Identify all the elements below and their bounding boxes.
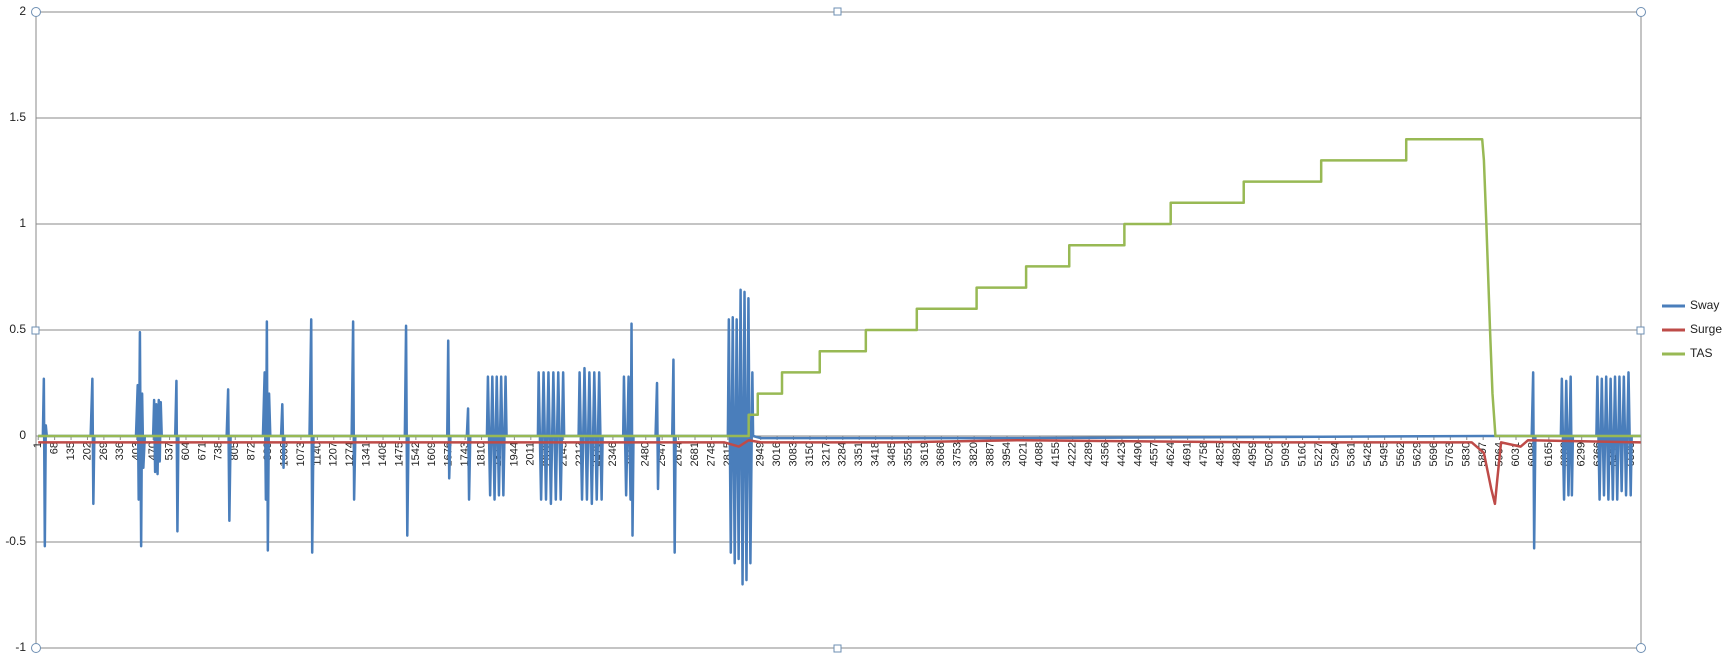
x-tick-label: 5294 [1329, 442, 1341, 466]
x-tick-label: 3083 [787, 442, 799, 466]
x-tick-label: 5629 [1411, 442, 1423, 466]
x-tick-label: 5830 [1461, 442, 1473, 466]
x-tick-label: 4222 [1067, 442, 1079, 466]
x-tick-label: 3820 [968, 442, 980, 466]
x-tick-label: 4289 [1083, 442, 1095, 466]
x-tick-label: 3284 [837, 442, 849, 466]
x-tick-label: 3351 [853, 442, 865, 466]
x-tick-label: 5495 [1379, 442, 1391, 466]
handle [1636, 643, 1646, 653]
series-line [38, 137, 1641, 438]
x-tick-label: 2748 [705, 442, 717, 466]
x-tick-label: 3954 [1001, 442, 1013, 466]
x-tick-label: 1944 [508, 442, 520, 466]
x-tick-label: 269 [98, 442, 110, 460]
x-tick-label: 6299 [1576, 442, 1588, 466]
x-tick-label: 738 [213, 442, 225, 460]
x-tick-label: 5562 [1395, 442, 1407, 466]
x-tick-label: 1542 [410, 442, 422, 466]
x-tick-label: 2480 [640, 442, 652, 466]
legend-label: TAS [1690, 346, 1712, 360]
x-tick-label: 3418 [870, 442, 882, 466]
x-tick-label: 5026 [1264, 442, 1276, 466]
x-tick-label: 3619 [919, 442, 931, 466]
x-tick-label: 1073 [295, 442, 307, 466]
legend-label: Surge [1690, 322, 1722, 336]
series-line [38, 438, 1641, 506]
x-tick-label: 202 [81, 442, 93, 460]
x-tick-label: 6031 [1510, 442, 1522, 466]
y-tick-label: 1.5 [9, 110, 26, 124]
handle [31, 326, 40, 335]
x-tick-label: 5696 [1428, 442, 1440, 466]
x-tick-label: 1341 [361, 442, 373, 466]
legend-label: Sway [1690, 298, 1719, 312]
handle [1636, 326, 1645, 335]
x-tick-label: 2949 [755, 442, 767, 466]
handle [31, 7, 41, 17]
x-tick-label: 336 [114, 442, 126, 460]
x-tick-label: 1810 [475, 442, 487, 466]
x-tick-label: 4758 [1198, 442, 1210, 466]
x-tick-label: 4423 [1116, 442, 1128, 466]
handle [31, 643, 41, 653]
y-tick-label: -1 [15, 640, 26, 654]
x-tick-label: 4825 [1214, 442, 1226, 466]
x-tick-label: 135 [65, 442, 77, 460]
x-tick-label: 4557 [1149, 442, 1161, 466]
x-tick-label: 3753 [952, 442, 964, 466]
plot-area: -1-0.500.511.521 68 135 202 269 336 403 470 537 6… [5, 4, 1641, 654]
x-tick-label: 3686 [935, 442, 947, 466]
x-tick-label: 4155 [1050, 442, 1062, 466]
x-tick-label: 1 [32, 442, 44, 448]
x-tick-label: 2011 [525, 442, 537, 466]
x-tick-label: 3016 [771, 442, 783, 466]
x-tick-label: 4691 [1182, 442, 1194, 466]
x-tick-label: 5428 [1362, 442, 1374, 466]
x-tick-label: 2681 [689, 442, 701, 466]
x-tick-label: 872 [246, 442, 258, 460]
x-tick-label: 3485 [886, 442, 898, 466]
x-tick-label: 3552 [902, 442, 914, 466]
x-tick-label: 3217 [820, 442, 832, 466]
x-tick-label: 1408 [377, 442, 389, 466]
y-tick-label: -0.5 [5, 534, 26, 548]
x-tick-label: 6165 [1543, 442, 1555, 466]
x-tick-label: 2346 [607, 442, 619, 466]
handle [833, 644, 842, 653]
x-tick-label: 4959 [1247, 442, 1259, 466]
series-line [38, 288, 1641, 586]
x-tick-label: 4624 [1165, 442, 1177, 466]
x-tick-label: 5093 [1280, 442, 1292, 466]
x-tick-label: 604 [180, 442, 192, 460]
y-tick-label: 2 [19, 4, 26, 18]
y-tick-label: 0 [19, 428, 26, 442]
selection-handles [31, 7, 1646, 653]
x-tick-label: 537 [163, 442, 175, 460]
handle [1636, 7, 1646, 17]
handle [833, 7, 842, 16]
x-tick-label: 4088 [1034, 442, 1046, 466]
y-tick-label: 0.5 [9, 322, 26, 336]
x-tick-label: 5763 [1444, 442, 1456, 466]
x-tick-label: 5227 [1313, 442, 1325, 466]
x-tick-label: 3150 [804, 442, 816, 466]
x-tick-label: 3887 [984, 442, 996, 466]
x-tick-label: 4021 [1017, 442, 1029, 466]
x-tick-label: 4892 [1231, 442, 1243, 466]
x-tick-label: 5361 [1346, 442, 1358, 466]
y-tick-label: 1 [19, 216, 26, 230]
x-tick-label: 68 [49, 442, 61, 454]
x-tick-label: 4356 [1099, 442, 1111, 466]
x-tick-label: 1207 [328, 442, 340, 466]
x-tick-label: 1475 [393, 442, 405, 466]
x-tick-label: 805 [229, 442, 241, 460]
x-tick-label: 671 [196, 442, 208, 460]
x-tick-label: 5160 [1296, 442, 1308, 466]
x-tick-label: 4490 [1132, 442, 1144, 466]
x-tick-label: 1609 [426, 442, 438, 466]
